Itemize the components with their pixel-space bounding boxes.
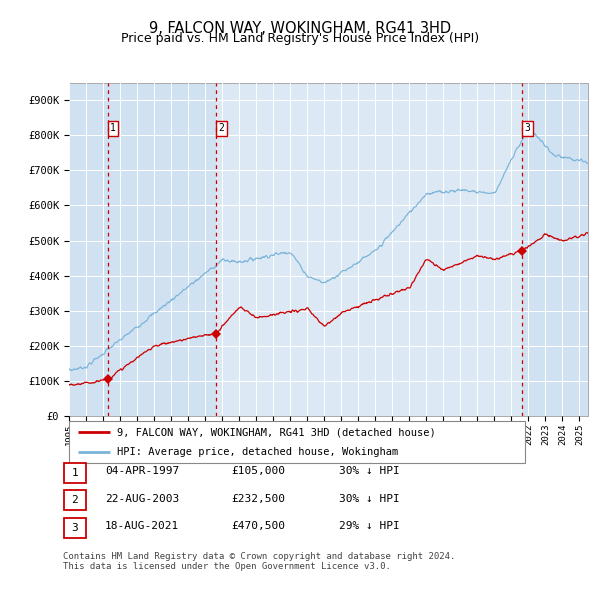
Text: £105,000: £105,000 bbox=[231, 466, 285, 476]
Text: 3: 3 bbox=[524, 123, 530, 133]
Text: £232,500: £232,500 bbox=[231, 494, 285, 503]
Text: £470,500: £470,500 bbox=[231, 522, 285, 531]
Text: 9, FALCON WAY, WOKINGHAM, RG41 3HD (detached house): 9, FALCON WAY, WOKINGHAM, RG41 3HD (deta… bbox=[117, 427, 436, 437]
Bar bbox=[69, 83, 107, 416]
Text: 2: 2 bbox=[71, 496, 79, 505]
Text: 29% ↓ HPI: 29% ↓ HPI bbox=[339, 522, 400, 531]
Text: 2: 2 bbox=[218, 123, 224, 133]
Text: 30% ↓ HPI: 30% ↓ HPI bbox=[339, 494, 400, 503]
Text: 9, FALCON WAY, WOKINGHAM, RG41 3HD: 9, FALCON WAY, WOKINGHAM, RG41 3HD bbox=[149, 21, 451, 35]
FancyBboxPatch shape bbox=[64, 490, 86, 510]
Text: 18-AUG-2021: 18-AUG-2021 bbox=[105, 522, 179, 531]
Text: 1: 1 bbox=[71, 468, 79, 477]
Text: 04-APR-1997: 04-APR-1997 bbox=[105, 466, 179, 476]
Text: 22-AUG-2003: 22-AUG-2003 bbox=[105, 494, 179, 503]
Text: Contains HM Land Registry data © Crown copyright and database right 2024.
This d: Contains HM Land Registry data © Crown c… bbox=[63, 552, 455, 571]
FancyBboxPatch shape bbox=[69, 421, 525, 463]
Text: 3: 3 bbox=[71, 523, 79, 533]
Text: 1: 1 bbox=[110, 123, 116, 133]
Bar bbox=[107, 83, 216, 416]
Text: Price paid vs. HM Land Registry's House Price Index (HPI): Price paid vs. HM Land Registry's House … bbox=[121, 32, 479, 45]
Text: 30% ↓ HPI: 30% ↓ HPI bbox=[339, 466, 400, 476]
Bar bbox=[522, 83, 588, 416]
FancyBboxPatch shape bbox=[64, 518, 86, 538]
Text: HPI: Average price, detached house, Wokingham: HPI: Average price, detached house, Woki… bbox=[117, 447, 398, 457]
FancyBboxPatch shape bbox=[64, 463, 86, 483]
